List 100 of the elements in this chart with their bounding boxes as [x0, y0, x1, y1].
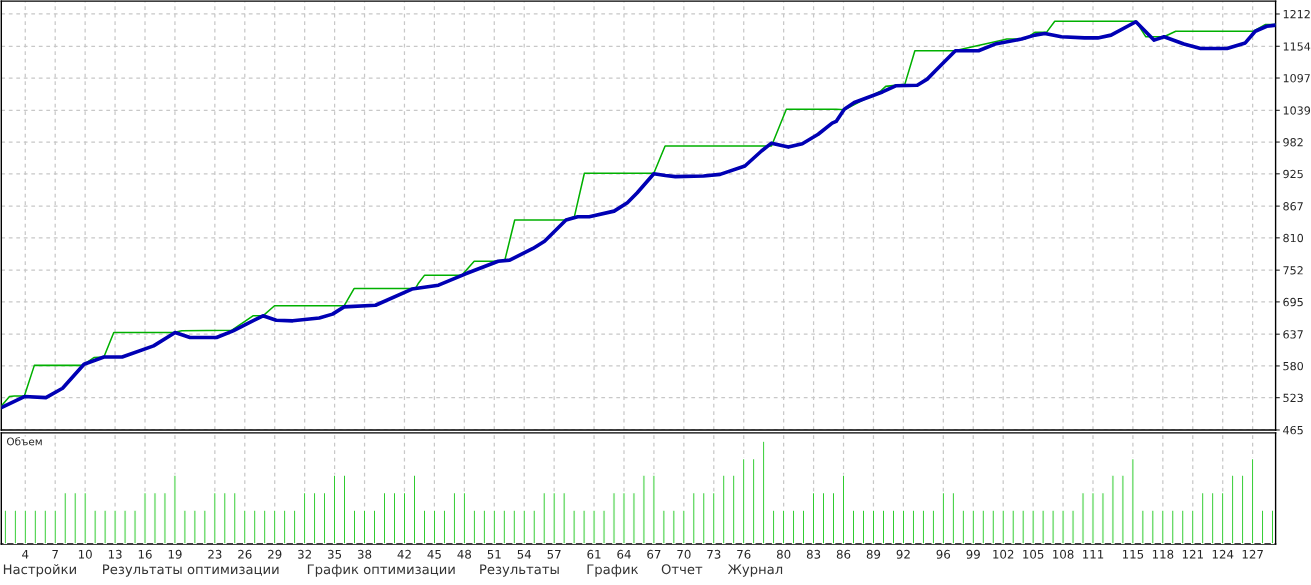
- bar: [1131, 457, 1135, 545]
- bar: [173, 474, 177, 545]
- x-tick-label: 64: [617, 549, 631, 559]
- x-tick-label: 118: [1152, 549, 1174, 559]
- y-tick-label: 637: [1283, 330, 1303, 339]
- bar: [971, 509, 976, 545]
- bar: [163, 491, 167, 545]
- x-tick-label: 89: [866, 549, 881, 559]
- bar: [1190, 509, 1195, 545]
- bar: [542, 491, 546, 545]
- x-tick-label: 51: [487, 549, 501, 559]
- x-tick-label: 96: [936, 549, 951, 559]
- bar: [991, 509, 995, 545]
- bar: [562, 491, 566, 545]
- x-tick-label: 35: [327, 549, 342, 559]
- bar: [1210, 491, 1215, 545]
- x-tick-label: 108: [1053, 549, 1074, 559]
- bar: [652, 474, 656, 545]
- bar: [143, 491, 147, 545]
- y-tick-label: 867: [1283, 202, 1303, 211]
- bar: [612, 491, 616, 545]
- x-tick-label: 57: [547, 549, 561, 559]
- bar: [552, 491, 556, 545]
- y-tick-label: 1154: [1283, 42, 1311, 51]
- bar: [23, 509, 28, 545]
- y-tick-label: 580: [1283, 361, 1304, 371]
- y-tick-label: 695: [1283, 297, 1303, 307]
- x-tick-label: 45: [427, 549, 441, 559]
- y-tick-label: 1212: [1283, 9, 1310, 19]
- x-tick-label: 54: [517, 549, 532, 559]
- text: Результаты оптимизации: [103, 564, 279, 577]
- bar: [582, 509, 586, 545]
- x-tick-label: 111: [1083, 549, 1104, 559]
- bar: [522, 509, 526, 545]
- x-tick-label: 38: [357, 549, 372, 559]
- x-tick-label: 121: [1182, 549, 1203, 559]
- bar: [492, 509, 497, 545]
- x-tick-label: 92: [896, 549, 910, 559]
- bar: [1011, 509, 1015, 545]
- bar: [1021, 509, 1025, 545]
- y-tick-label: 810: [1283, 233, 1304, 243]
- x-tick-label: 61: [587, 549, 601, 559]
- bar: [1001, 509, 1005, 545]
- x-tick-label: 102: [993, 549, 1014, 559]
- x-tick-label: 70: [677, 549, 691, 559]
- bar: [712, 491, 716, 545]
- y-tick-label: 752: [1283, 266, 1303, 275]
- bar: [662, 509, 666, 545]
- bar: [1171, 509, 1175, 545]
- bar: [1151, 509, 1155, 545]
- bar: [123, 509, 127, 545]
- text: График: [587, 564, 639, 577]
- text: Настройки: [3, 564, 76, 577]
- bar: [642, 474, 646, 545]
- bar: [592, 509, 596, 545]
- x-tick-label: 124: [1212, 549, 1234, 559]
- bar: [63, 491, 67, 545]
- bar: [1061, 509, 1065, 545]
- bar: [93, 509, 97, 545]
- bar: [272, 509, 277, 545]
- bar: [1101, 491, 1105, 545]
- x-tick-label: 76: [737, 549, 751, 559]
- x-tick-label: 86: [836, 549, 851, 559]
- bar: [1181, 509, 1185, 545]
- bar: [731, 474, 736, 545]
- x-tick-label: 80: [776, 549, 791, 559]
- bar: [83, 491, 87, 545]
- text: Отчет: [661, 564, 703, 575]
- bar: [213, 491, 217, 545]
- x-tick-label: 7: [52, 549, 58, 559]
- bar: [43, 509, 48, 545]
- y-tick-label: 1039: [1283, 106, 1311, 115]
- bar: [961, 509, 966, 545]
- y-tick-label: 925: [1283, 169, 1303, 179]
- bar: [981, 509, 986, 545]
- bar: [1121, 474, 1125, 545]
- bar: [153, 491, 157, 545]
- x-tick-label: 115: [1122, 549, 1144, 559]
- x-tick-label: 10: [78, 549, 92, 559]
- bar: [1111, 474, 1115, 545]
- x-tick-label: 23: [208, 549, 222, 559]
- y-tick-label: 1097: [1283, 74, 1310, 83]
- x-tick-label: 127: [1242, 549, 1263, 559]
- text: Результаты: [480, 564, 559, 577]
- y-tick-label: 982: [1283, 138, 1303, 147]
- y-tick-label: 465: [1283, 425, 1303, 435]
- x-tick-label: 105: [1023, 549, 1044, 559]
- y-tick-label: 523: [1283, 393, 1303, 403]
- x-tick-label: 13: [108, 549, 122, 559]
- bar: [602, 509, 606, 545]
- bar: [632, 491, 636, 545]
- bar: [721, 474, 726, 545]
- bar: [622, 491, 626, 545]
- bar: [262, 509, 267, 545]
- bar: [692, 491, 696, 545]
- bar: [951, 491, 956, 545]
- bar: [1091, 491, 1095, 545]
- text: График оптимизации: [307, 564, 455, 577]
- bar: [133, 509, 137, 545]
- bar: [502, 509, 507, 545]
